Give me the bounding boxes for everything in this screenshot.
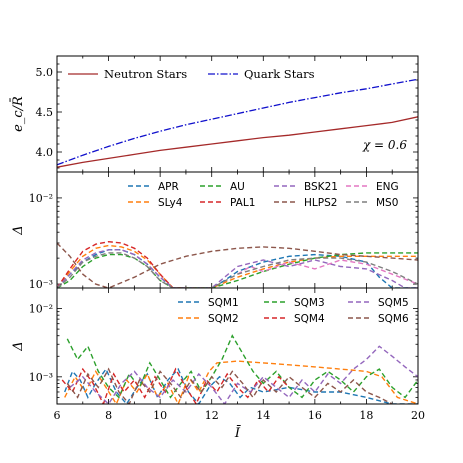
- series-group: [57, 78, 418, 168]
- x-tick-label: 8: [105, 409, 112, 422]
- series-line-neutron-stars: [57, 116, 418, 168]
- legend-label: SQM1: [208, 297, 239, 309]
- x-tick-label: 16: [308, 409, 322, 422]
- x-tick-label: 18: [359, 409, 373, 422]
- series-group: [57, 240, 418, 288]
- legend-label: SQM3: [294, 297, 325, 309]
- legend-label: AU: [230, 181, 245, 193]
- y-axis-label: Δ: [11, 225, 26, 235]
- legend-label: PAL1: [230, 197, 255, 209]
- y-tick-label: 10⁻³: [29, 278, 53, 291]
- y-axis-label: Δ: [11, 341, 26, 351]
- series-line-sqm2: [64, 360, 418, 404]
- series-line-sly4: [57, 244, 418, 288]
- series-line-au: [57, 252, 418, 288]
- legend: Neutron Stars Quark Stars: [68, 67, 315, 81]
- x-tick-label: 6: [54, 409, 61, 422]
- series-line-bsk21: [57, 249, 418, 288]
- legend-label: BSK21: [304, 181, 338, 193]
- series-line-sqm3: [66, 334, 418, 399]
- x-tick-label: 12: [205, 409, 219, 422]
- legend-label: APR: [158, 181, 179, 193]
- y-tick-label: 5.0: [36, 66, 54, 79]
- series-line-quark-stars: [57, 78, 418, 166]
- y-tick-label: 10⁻²: [29, 192, 53, 205]
- x-tick-label: 20: [411, 409, 425, 422]
- panel-2: 10⁻² 10⁻³ Δ APR AU BSK21 ENG SLy4 PAL1 HLPS2 MS0: [11, 171, 419, 291]
- y-tick-label: 10⁻³: [29, 371, 53, 384]
- series-line-sqm5: [69, 345, 418, 404]
- legend-label: SQM2: [208, 313, 239, 325]
- legend-label: Neutron Stars: [104, 67, 187, 81]
- series-group: [61, 334, 418, 404]
- legend-label: Quark Stars: [244, 67, 315, 81]
- series-line-eng: [237, 259, 418, 285]
- y-tick-label: 4.0: [36, 146, 54, 159]
- series-line-sqm1: [64, 367, 418, 404]
- axes-frame: [56, 287, 419, 405]
- legend-label: HLPS2: [304, 197, 337, 209]
- chi-annotation: χ = 0.6: [362, 138, 407, 152]
- series-line-ms0: [57, 252, 418, 288]
- legend-label: SQM4: [294, 313, 325, 325]
- legend-label: ENG: [376, 181, 399, 193]
- x-tick-label: 10: [153, 409, 167, 422]
- legend-label: SLy4: [158, 197, 183, 209]
- y-tick-label: 4.5: [36, 106, 54, 119]
- panel-3: 10⁻² 10⁻³ Δ SQM1 SQM3 SQM5 SQM2 SQM4 SQM6 6 8 10 12 1…: [11, 287, 425, 441]
- series-line-sqm6: [66, 367, 393, 404]
- x-tick-label: 14: [256, 409, 270, 422]
- series-line-apr: [57, 249, 418, 288]
- series-line-pal1: [57, 240, 186, 288]
- panel-1: 4.0 4.5 5.0 e_c/R̄ Neutron Stars Quark Stars χ…: [10, 55, 419, 173]
- legend-label: SQM5: [378, 297, 409, 309]
- x-axis-label: Ī: [234, 425, 241, 441]
- legend: APR AU BSK21 ENG SLy4 PAL1 HLPS2 MS0: [128, 181, 399, 209]
- y-tick-label: 10⁻²: [29, 303, 53, 316]
- legend: SQM1 SQM3 SQM5 SQM2 SQM4 SQM6: [178, 297, 409, 325]
- legend-label: SQM6: [378, 313, 409, 325]
- series-line-hlps2: [57, 242, 418, 288]
- legend-label: MS0: [376, 197, 398, 209]
- y-axis-label: e_c/R̄: [10, 96, 26, 132]
